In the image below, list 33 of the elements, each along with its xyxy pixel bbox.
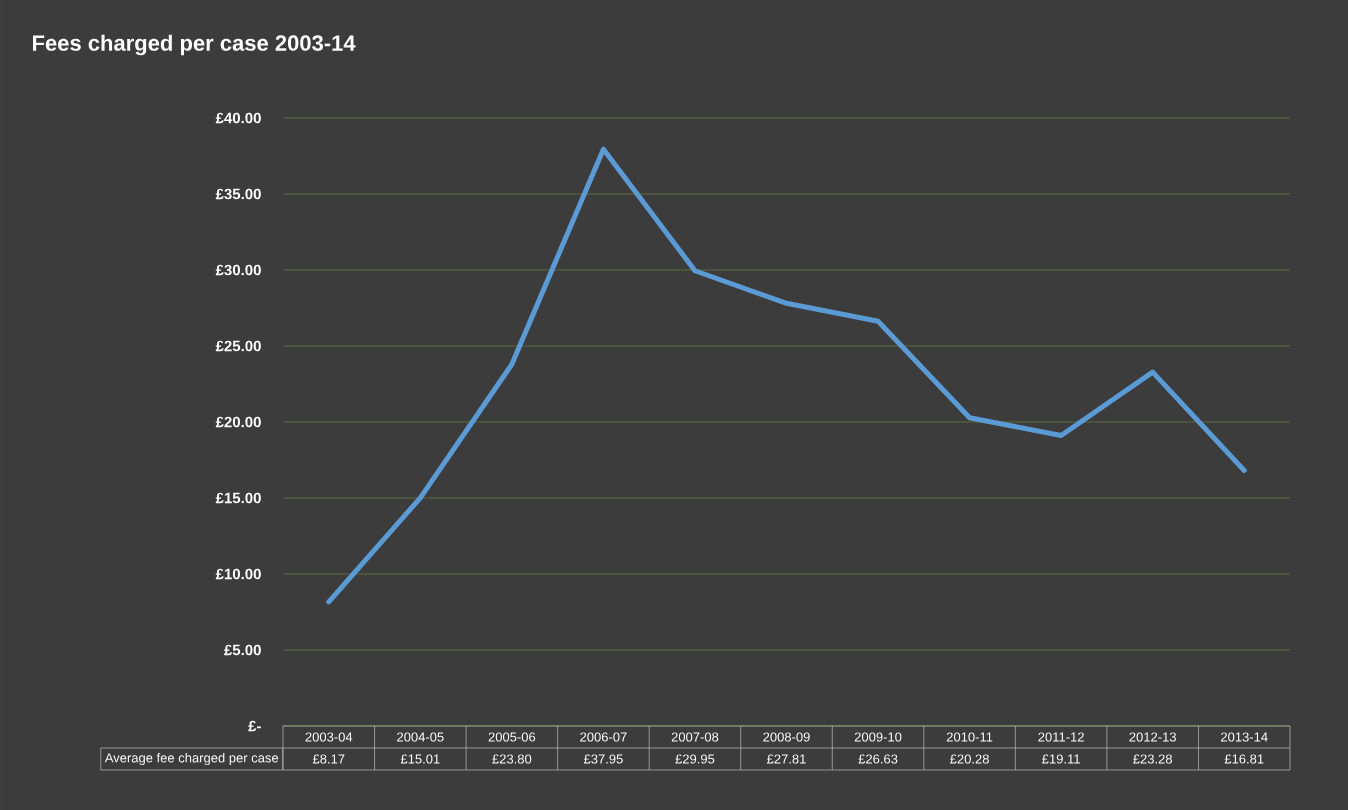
x-tick-label: 2008-09	[763, 732, 810, 742]
data-label: £19.11	[1042, 754, 1080, 764]
data-label: £20.28	[950, 754, 989, 764]
chart-title: Fees charged per case 2003-14	[33, 34, 356, 56]
data-label: £27.81	[766, 754, 806, 764]
y-tick-label: £40.00	[215, 112, 261, 124]
x-tick-label: 2003-04	[305, 732, 353, 742]
x-tick-label: 2007-08	[671, 732, 719, 742]
x-tick-label: 2011-12	[1038, 732, 1084, 742]
data-label: £26.63	[858, 754, 898, 764]
y-tick-label: £30.00	[215, 264, 261, 276]
x-tick-label: 2004-05	[397, 732, 444, 742]
y-tick-label: £15.00	[215, 492, 261, 504]
data-label: £37.95	[583, 754, 623, 764]
y-tick-label: £25.00	[215, 340, 261, 352]
x-tick-label: 2005-06	[488, 732, 536, 742]
x-tick-label: 2012-13	[1129, 732, 1176, 742]
y-tick-label: £5.00	[224, 644, 261, 656]
data-label: £8.17	[312, 754, 345, 764]
y-tick-label: £35.00	[215, 188, 261, 200]
x-tick-label: 2006-07	[580, 732, 627, 742]
x-tick-label: 2013-14	[1221, 732, 1268, 742]
data-label: £23.28	[1133, 754, 1172, 764]
data-label: £16.81	[1224, 754, 1264, 764]
y-tick-label: £20.00	[215, 416, 261, 428]
y-tick-label: £-	[248, 720, 261, 732]
y-tick-label: £10.00	[215, 568, 261, 580]
data-label: £29.95	[675, 754, 715, 764]
x-tick-label: 2010-11	[946, 732, 993, 742]
x-tick-label: 2009-10	[854, 732, 902, 742]
data-label: £23.80	[492, 754, 532, 764]
text: Average fee charged per case	[104, 752, 279, 766]
data-label: £15.01	[400, 754, 440, 764]
